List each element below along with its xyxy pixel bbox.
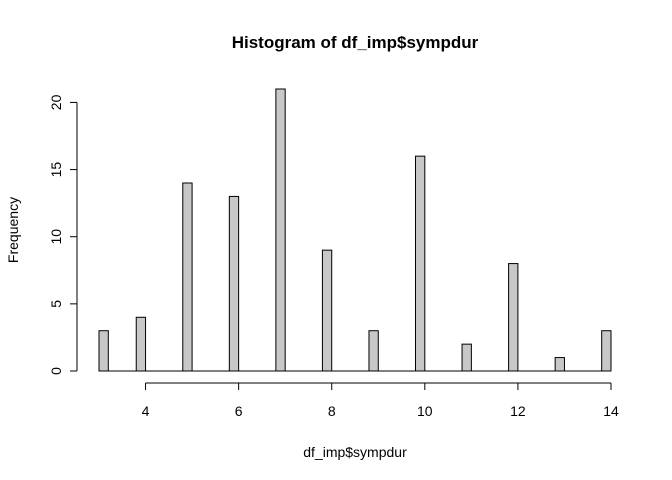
histogram-bar [554, 357, 565, 372]
y-tick-label: 15 [48, 162, 64, 178]
histogram-bar [508, 263, 519, 372]
histogram-bar [135, 316, 147, 372]
plot-area [98, 88, 612, 372]
x-tick-label: 14 [603, 403, 619, 419]
histogram-bar [415, 155, 426, 372]
histogram-bar [182, 182, 193, 372]
histogram-bar [601, 330, 612, 372]
histogram-bar [228, 195, 240, 372]
histogram-bar [98, 330, 109, 372]
histogram-bar [368, 330, 379, 372]
x-axis: 4 6 8 10 12 14 [142, 382, 619, 419]
y-axis-label: Frequency [5, 197, 21, 263]
y-axis: 0 5 10 15 20 [48, 94, 78, 375]
x-tick-label: 6 [235, 403, 243, 419]
y-tick-label: 0 [48, 367, 64, 375]
x-tick-label: 4 [142, 403, 150, 419]
histogram-bar [321, 249, 333, 372]
histogram-bar [461, 343, 472, 372]
chart-title: Histogram of df_imp$sympdur [232, 33, 479, 52]
y-tick-label: 20 [48, 94, 64, 110]
x-tick-label: 12 [510, 403, 526, 419]
y-tick-label: 10 [48, 229, 64, 245]
y-tick-label: 5 [48, 300, 64, 308]
histogram-bar [275, 88, 286, 372]
x-tick-label: 10 [417, 403, 433, 419]
x-axis-label: df_imp$sympdur [303, 444, 407, 460]
x-tick-label: 8 [328, 403, 336, 419]
